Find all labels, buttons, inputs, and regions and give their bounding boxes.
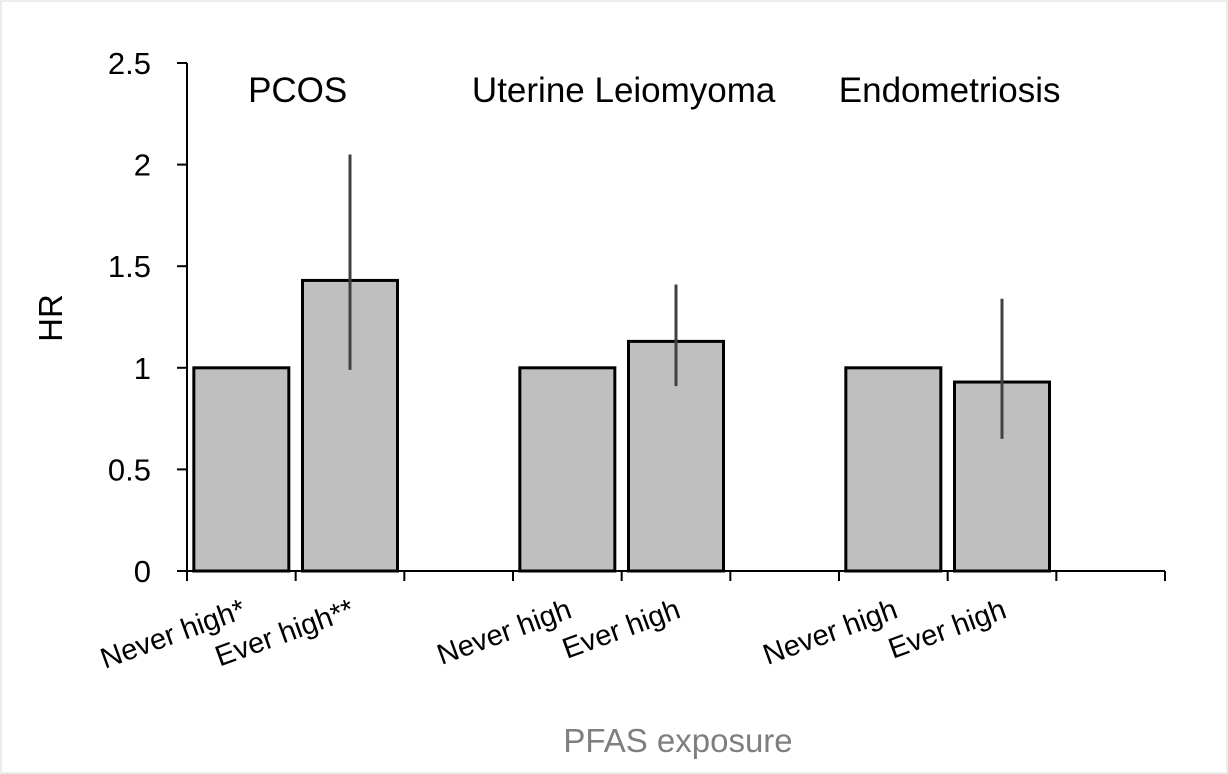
y-axis-title: HR bbox=[32, 294, 69, 342]
error-bars-layer bbox=[348, 154, 1004, 439]
y-tick-label: 0.5 bbox=[108, 452, 151, 487]
group-label: Endometriosis bbox=[839, 71, 1061, 110]
y-tick-label: 2 bbox=[134, 148, 151, 183]
bar bbox=[192, 366, 291, 573]
group-label: PCOS bbox=[248, 71, 347, 110]
bar bbox=[518, 366, 617, 573]
x-axis-title: PFAS exposure bbox=[563, 722, 792, 759]
bar bbox=[844, 366, 943, 573]
y-tick-label: 1 bbox=[134, 351, 151, 386]
y-tick-label: 0 bbox=[134, 554, 151, 589]
axes-layer bbox=[177, 62, 1166, 581]
y-tick-label: 2.5 bbox=[108, 46, 151, 81]
y-tick-label: 1.5 bbox=[108, 249, 151, 284]
group-label: Uterine Leiomyoma bbox=[472, 71, 776, 110]
